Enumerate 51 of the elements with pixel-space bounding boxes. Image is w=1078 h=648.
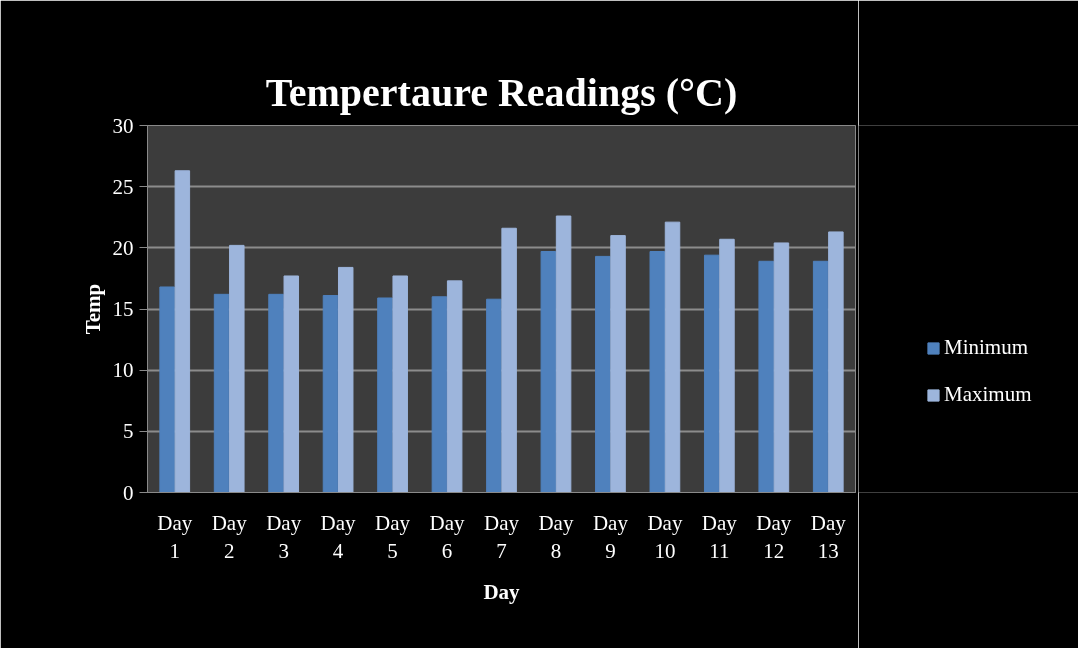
bar (174, 170, 191, 493)
x-tick-label: Day 6 (429, 510, 466, 564)
bar (392, 275, 408, 493)
x-tick-label: Day 9 (592, 510, 629, 564)
chart-title: Tempertaure Readings (°C) (265, 69, 738, 115)
legend-label: Maximum (944, 382, 1032, 407)
x-tick-label: Day 4 (320, 510, 357, 564)
x-tick-label: Day 5 (375, 510, 411, 564)
legend-label: Minimum (944, 335, 1029, 360)
y-tick-label: 0 (123, 480, 134, 505)
bar (719, 238, 735, 493)
y-axis-title: Temp (80, 283, 105, 335)
x-tick-label: Day 7 (484, 510, 520, 564)
bar (595, 255, 611, 493)
x-tick-label: Day 2 (211, 510, 248, 564)
bar (377, 297, 393, 493)
bar (213, 293, 230, 493)
bar (758, 260, 774, 493)
bar (159, 286, 175, 493)
bar (555, 215, 572, 493)
x-axis-title: Day (483, 580, 521, 605)
bar (268, 293, 284, 493)
bar (338, 266, 354, 493)
bar (446, 280, 463, 493)
y-tick-label: 30 (112, 113, 134, 138)
bar (486, 298, 502, 493)
y-tick-label: 10 (112, 358, 134, 383)
bar (501, 227, 517, 493)
bar (664, 221, 681, 493)
bar (649, 251, 665, 493)
x-tick-label: Day 11 (701, 510, 738, 564)
bar (610, 235, 626, 493)
y-tick-label: 20 (112, 235, 134, 260)
x-tick-label: Day 8 (538, 510, 574, 564)
y-tick-label: 15 (112, 297, 134, 321)
bar (812, 260, 829, 493)
x-tick-label: Day 3 (266, 510, 302, 564)
y-tick-label: 25 (112, 174, 134, 199)
x-tick-label: Day 10 (647, 510, 683, 564)
x-tick-label: Day 1 (157, 510, 193, 564)
bar (431, 296, 448, 493)
bar (283, 275, 300, 493)
bar (540, 251, 557, 493)
y-tick-label: 5 (123, 419, 134, 444)
bar (229, 244, 245, 493)
bar (703, 254, 720, 493)
bar (773, 242, 790, 493)
bar (828, 231, 844, 493)
bar (322, 295, 339, 493)
x-tick-label: Day 12 (756, 510, 792, 564)
x-tick-label: Day 13 (810, 510, 847, 564)
